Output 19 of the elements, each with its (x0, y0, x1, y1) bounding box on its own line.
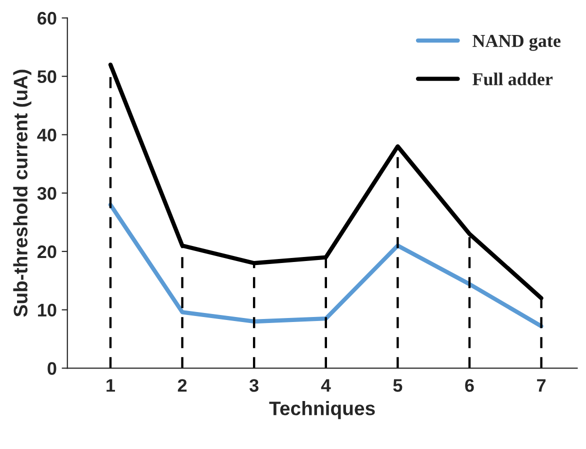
y-tick-label: 60 (38, 12, 56, 25)
x-tick-label: 5 (393, 379, 402, 392)
y-axis-title: Sub-threshold current (uA) (13, 70, 32, 317)
x-tick-label: 4 (321, 379, 331, 392)
x-tick-label: 3 (249, 379, 258, 392)
y-tick-label: 30 (37, 187, 56, 200)
line-series (108, 202, 544, 328)
x-tick-label: 6 (465, 379, 474, 392)
legend-label: NAND gate (472, 34, 560, 51)
x-tick-label: 2 (178, 379, 187, 392)
x-tick-label: 1 (106, 379, 115, 392)
y-tick-label: 0 (48, 362, 56, 375)
x-axis-title: Techniques (269, 400, 375, 420)
y-tick-label: 50 (37, 70, 56, 84)
y-tick-label: 40 (37, 128, 56, 142)
legend-label: Full adder (472, 72, 553, 86)
y-tick-label: 20 (38, 245, 56, 258)
y-tick-label: 10 (38, 304, 56, 317)
x-tick-label: 7 (537, 379, 546, 392)
